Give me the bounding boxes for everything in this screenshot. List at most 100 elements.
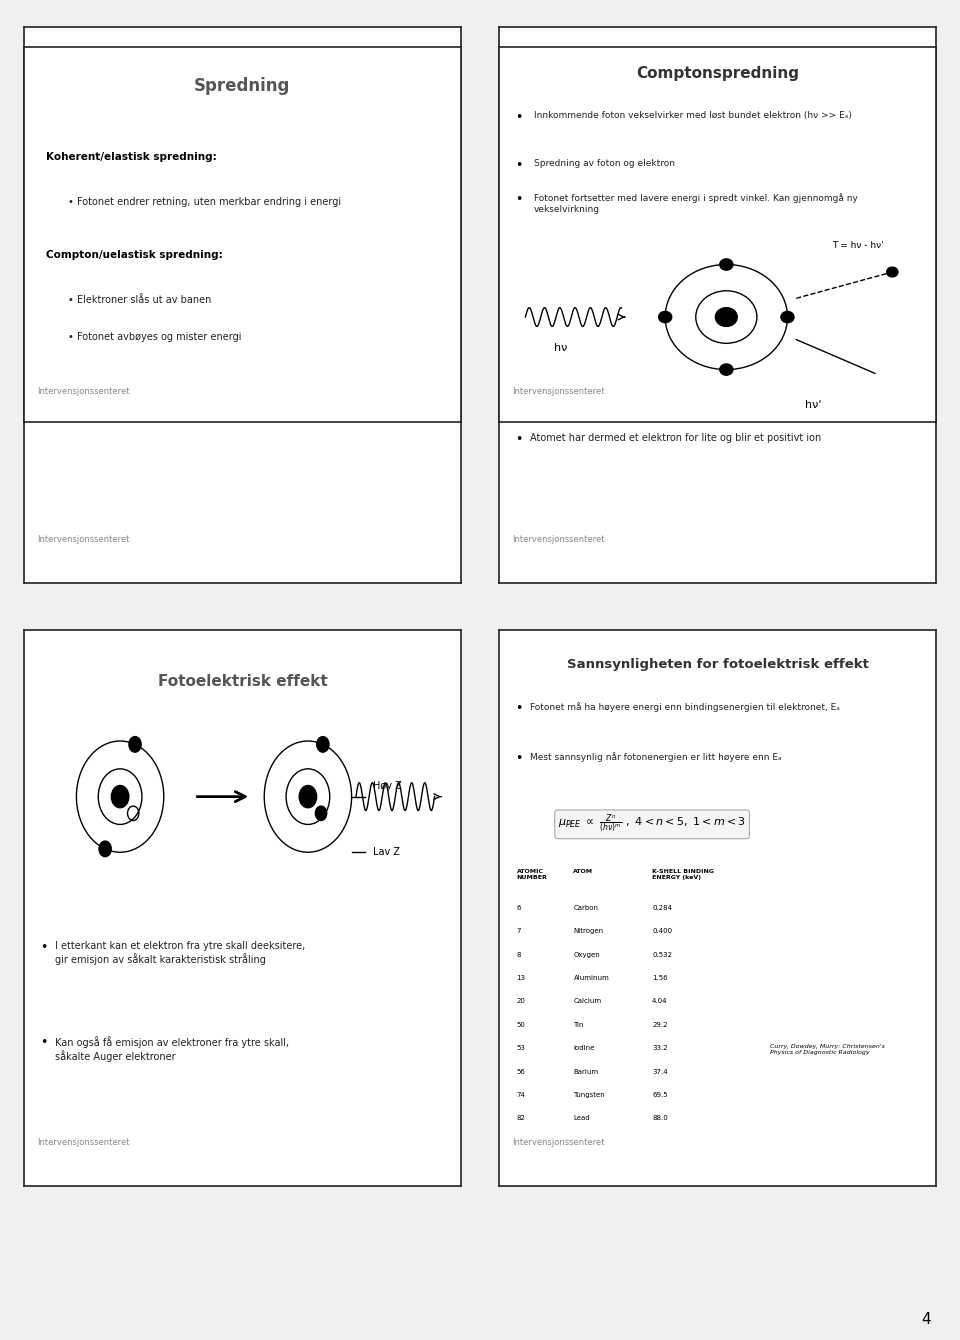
Text: Curry, Dowdey, Murry: Christensen's
Physics of Diagnostic Radiology: Curry, Dowdey, Murry: Christensen's Phys…	[770, 1044, 885, 1055]
Text: 0.284: 0.284	[652, 905, 672, 911]
Text: Atomet har dermed et elektron for lite og blir et positivt ion: Atomet har dermed et elektron for lite o…	[530, 433, 821, 442]
Text: Aluminum: Aluminum	[573, 976, 610, 981]
Text: hν': hν'	[805, 399, 822, 410]
Text: 88.0: 88.0	[652, 1115, 668, 1122]
Text: 29.2: 29.2	[652, 1022, 667, 1028]
Text: Intervensjonssenteret: Intervensjonssenteret	[513, 1138, 605, 1147]
Text: Består av summen av attenuasjonskoeffisientene for spredning
(koherent og compto: Består av summen av attenuasjonskoeffisi…	[55, 194, 387, 217]
Circle shape	[780, 311, 794, 323]
Circle shape	[111, 785, 129, 808]
Text: Iodine: Iodine	[573, 1045, 595, 1051]
Text: $\gamma$: $\gamma$	[530, 224, 539, 236]
Text: • Elektroner slås ut av banen: • Elektroner slås ut av banen	[67, 295, 211, 304]
Text: Spredning av foton og elektron: Spredning av foton og elektron	[534, 159, 675, 169]
Text: Innkommende foton vekselvirker med løst bundet elektron (hν >> Eₐ): Innkommende foton vekselvirker med løst …	[534, 111, 852, 119]
Text: •: •	[516, 433, 522, 446]
Circle shape	[780, 225, 791, 239]
Text: Carbon: Carbon	[573, 905, 598, 911]
Text: Lead: Lead	[573, 1115, 590, 1122]
Text: 56: 56	[516, 1068, 525, 1075]
Text: 20: 20	[516, 998, 525, 1005]
Text: ATOM: ATOM	[573, 868, 593, 874]
Text: •: •	[40, 178, 47, 192]
Text: •: •	[40, 1036, 47, 1049]
Circle shape	[617, 225, 629, 239]
Circle shape	[622, 173, 638, 193]
Text: K-SHELL BINDING
ENERGY (keV): K-SHELL BINDING ENERGY (keV)	[652, 868, 714, 880]
Circle shape	[786, 125, 798, 139]
Text: Barium: Barium	[573, 1068, 599, 1075]
Text: Fotoelektrisk effekt: Fotoelektrisk effekt	[157, 674, 327, 689]
Text: •: •	[40, 941, 47, 954]
Text: Fotonet fortsetter med lavere energi i spredt vinkel. Kan gjennomgå ny
vekselvir: Fotonet fortsetter med lavere energi i s…	[534, 193, 858, 213]
Text: •: •	[516, 111, 522, 123]
Text: $e^-$: $e^-$	[901, 118, 915, 127]
Text: 7: 7	[516, 929, 521, 934]
Text: X: X	[627, 252, 634, 263]
Text: Fotoelektrisk effekt: Fotoelektrisk effekt	[633, 71, 803, 86]
Text: Intervensjonssenteret: Intervensjonssenteret	[513, 535, 605, 544]
Text: Nitrogen: Nitrogen	[573, 929, 604, 934]
Text: 0.532: 0.532	[652, 951, 672, 958]
Circle shape	[720, 364, 732, 375]
Text: Intervensjonssenteret: Intervensjonssenteret	[513, 387, 605, 395]
Text: •: •	[516, 338, 522, 351]
Text: 1.56: 1.56	[652, 976, 668, 981]
Text: Fotonet må ha høyere energi enn bindingsenergien til elektronet, Eₐ: Fotonet må ha høyere energi enn bindings…	[530, 702, 840, 712]
Text: 0.400: 0.400	[652, 929, 672, 934]
Text: Compton/uelastisk spredning:: Compton/uelastisk spredning:	[46, 249, 223, 260]
Circle shape	[784, 173, 800, 193]
Text: Spredning: Spredning	[194, 76, 291, 95]
Text: • Fotonet endrer retning, uten merkbar endring i energi: • Fotonet endrer retning, uten merkbar e…	[67, 197, 341, 206]
Text: Tin: Tin	[573, 1022, 584, 1028]
Text: Tungsten: Tungsten	[573, 1092, 605, 1097]
Circle shape	[315, 807, 326, 820]
Text: •: •	[516, 193, 522, 206]
Text: ATOMIC
NUMBER: ATOMIC NUMBER	[516, 868, 547, 880]
Text: Comptonspredning: Comptonspredning	[636, 66, 799, 80]
Text: 6: 6	[516, 905, 521, 911]
Circle shape	[625, 125, 636, 139]
Text: •: •	[516, 752, 522, 765]
Text: Sannsynligheten for fotoelektrisk effekt: Sannsynligheten for fotoelektrisk effekt	[566, 658, 869, 670]
Circle shape	[99, 842, 111, 856]
Circle shape	[887, 267, 898, 277]
Text: Fotonet vekselvirker med elektron i innerste skall og avgir all sin
energi. Foto: Fotonet vekselvirker med elektron i inne…	[530, 338, 846, 360]
Circle shape	[720, 259, 732, 271]
Text: 74: 74	[516, 1092, 525, 1097]
Circle shape	[129, 737, 141, 752]
Circle shape	[317, 737, 329, 752]
Text: Intervensjonssenteret: Intervensjonssenteret	[37, 387, 130, 395]
Circle shape	[715, 308, 737, 327]
Text: Oxygen: Oxygen	[573, 951, 600, 958]
Text: 4.04: 4.04	[652, 998, 667, 1005]
Text: I etterkant kan et elektron fra ytre skall deeksitere,
gir emisjon av såkalt kar: I etterkant kan et elektron fra ytre ska…	[55, 941, 305, 965]
Text: T = hν - hν': T = hν - hν'	[832, 240, 883, 249]
Text: Intervensjonssenteret: Intervensjonssenteret	[37, 1138, 130, 1147]
Text: Calcium: Calcium	[573, 998, 602, 1005]
Text: $\mu$ = $\mu_{PEE}$ + $\mu_{koherent}$ + $\mu_{compton}$+ $\mu_{pardannelse}$: $\mu$ = $\mu_{PEE}$ + $\mu_{koherent}$ +…	[59, 350, 304, 366]
Text: 69.5: 69.5	[652, 1092, 668, 1097]
Text: 50: 50	[516, 1022, 525, 1028]
Text: 8: 8	[516, 951, 521, 958]
Text: •: •	[516, 702, 522, 716]
Circle shape	[638, 193, 650, 208]
Text: 82: 82	[516, 1115, 525, 1122]
Text: 37.4: 37.4	[652, 1068, 668, 1075]
Text: • Fotonet avbøyes og mister energi: • Fotonet avbøyes og mister energi	[67, 332, 241, 342]
Text: $\theta$: $\theta$	[857, 185, 865, 197]
Text: $T_s$: $T_s$	[838, 236, 849, 249]
Text: hν: hν	[554, 343, 567, 354]
Text: Intervensjonssenteret: Intervensjonssenteret	[37, 535, 130, 544]
Text: 33.2: 33.2	[652, 1045, 668, 1051]
Circle shape	[659, 311, 672, 323]
Circle shape	[892, 129, 902, 142]
Text: 13: 13	[516, 976, 526, 981]
Text: Kan også få emisjon av elektroner fra ytre skall,
såkalte Auger elektroner: Kan også få emisjon av elektroner fra yt…	[55, 1036, 289, 1061]
Text: Lav Z: Lav Z	[373, 847, 400, 858]
Text: •: •	[516, 159, 522, 173]
Text: Total attenuasjonskoeffisient, μ: Total attenuasjonskoeffisient, μ	[106, 99, 379, 114]
Text: Høy Z: Høy Z	[373, 780, 402, 791]
Text: $\mu_{PEE}\ \propto\ \frac{Z^n}{(h\nu)^m}\ ,\ 4<n<5,\ 1<m<3$: $\mu_{PEE}\ \propto\ \frac{Z^n}{(h\nu)^m…	[558, 813, 746, 835]
Text: 53: 53	[516, 1045, 525, 1051]
